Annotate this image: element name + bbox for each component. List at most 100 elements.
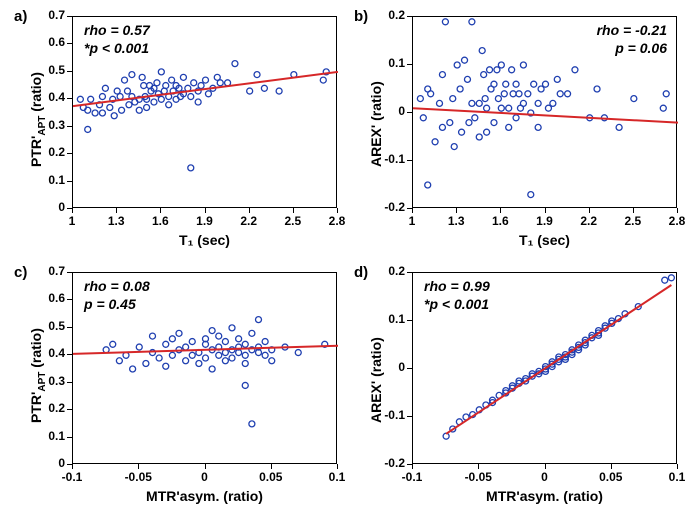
- data-point: [484, 105, 490, 111]
- x-tick: [677, 464, 678, 469]
- data-point: [189, 339, 195, 345]
- data-point: [425, 182, 431, 188]
- data-point: [126, 102, 132, 108]
- data-point: [158, 96, 164, 102]
- data-point: [464, 76, 470, 82]
- y-tick-label: 0.1: [388, 56, 405, 70]
- y-tick-label: 0.1: [388, 312, 405, 326]
- x-tick: [249, 208, 250, 213]
- x-axis-label: MTR'asym. (ratio): [145, 488, 265, 504]
- data-point: [447, 120, 453, 126]
- panel-c: -0.1-0.0500.050.100.10.20.30.40.50.60.7M…: [12, 262, 347, 512]
- data-point: [481, 72, 487, 78]
- data-point: [469, 100, 475, 106]
- y-axis-label: AREX' (ratio): [368, 81, 384, 167]
- y-tick: [407, 368, 412, 369]
- y-tick: [67, 181, 72, 182]
- data-point: [554, 76, 560, 82]
- panel-letter: c): [14, 264, 27, 281]
- data-point: [320, 77, 326, 83]
- x-tick: [160, 208, 161, 213]
- data-point: [229, 355, 235, 361]
- data-point: [498, 62, 504, 68]
- x-tick-label: 1.3: [441, 214, 471, 228]
- x-tick-label: 2.2: [234, 214, 264, 228]
- y-tick: [67, 71, 72, 72]
- data-point: [183, 344, 189, 350]
- data-point: [466, 120, 472, 126]
- y-tick-label: 0.3: [48, 118, 65, 132]
- data-point: [150, 333, 156, 339]
- x-tick: [205, 208, 206, 213]
- data-point: [141, 83, 147, 89]
- stat-rho: rho = 0.08: [84, 278, 150, 294]
- data-point: [525, 91, 531, 97]
- data-point: [144, 105, 150, 111]
- y-tick-label: 0: [58, 200, 65, 214]
- data-point: [451, 144, 457, 150]
- y-tick: [407, 160, 412, 161]
- data-point: [450, 96, 456, 102]
- y-tick-label: 0: [398, 360, 405, 374]
- data-point: [99, 94, 105, 100]
- x-tick-label: -0.1: [397, 470, 427, 484]
- x-tick: [205, 464, 206, 469]
- y-tick: [67, 272, 72, 273]
- y-tick-label: 0.6: [48, 35, 65, 49]
- y-tick-label: 0.4: [48, 90, 65, 104]
- panel-letter: b): [354, 8, 368, 25]
- x-tick-label: 1: [57, 214, 87, 228]
- y-tick-label: -0.1: [384, 408, 405, 422]
- data-point: [479, 48, 485, 54]
- data-point: [506, 124, 512, 130]
- data-point: [660, 105, 666, 111]
- data-point: [668, 275, 674, 281]
- data-point: [543, 81, 549, 87]
- stat-p: p = 0.06: [615, 40, 667, 56]
- x-tick: [545, 208, 546, 213]
- data-point: [550, 100, 556, 106]
- data-point: [217, 80, 223, 86]
- data-point: [169, 336, 175, 342]
- y-tick-label: -0.1: [384, 152, 405, 166]
- x-tick: [138, 464, 139, 469]
- x-tick-label: 2.5: [618, 214, 648, 228]
- panel-d: -0.1-0.0500.050.1-0.2-0.100.10.2MTR'asym…: [352, 262, 687, 512]
- data-point: [482, 96, 488, 102]
- panel-a: 11.31.61.92.22.52.800.10.20.30.40.50.60.…: [12, 6, 347, 256]
- x-axis-label: MTR'asym. (ratio): [485, 488, 605, 504]
- data-point: [136, 107, 142, 113]
- data-point: [139, 74, 145, 80]
- y-tick: [67, 327, 72, 328]
- data-point: [232, 61, 238, 67]
- data-point: [188, 94, 194, 100]
- stat-annotation: rho = 0.99*p < 0.001: [424, 278, 490, 313]
- data-point: [188, 165, 194, 171]
- data-point: [663, 91, 669, 97]
- data-point: [249, 330, 255, 336]
- data-point: [191, 80, 197, 86]
- y-tick: [407, 416, 412, 417]
- figure-root: 11.31.61.92.22.52.800.10.20.30.40.50.60.…: [0, 0, 691, 518]
- x-tick-label: 2.2: [574, 214, 604, 228]
- data-point: [472, 115, 478, 121]
- data-point: [454, 62, 460, 68]
- data-point: [491, 81, 497, 87]
- data-point: [256, 317, 262, 323]
- y-axis-label: PTR'APT (ratio): [28, 72, 48, 167]
- data-point: [469, 19, 475, 25]
- stat-p: p = 0.45: [84, 296, 136, 312]
- y-tick: [67, 153, 72, 154]
- x-tick: [677, 208, 678, 213]
- data-point: [442, 19, 448, 25]
- data-point: [565, 91, 571, 97]
- x-tick-label: 1: [397, 214, 427, 228]
- data-point: [196, 361, 202, 367]
- y-tick: [67, 382, 72, 383]
- panel-letter: a): [14, 8, 27, 25]
- y-tick: [407, 320, 412, 321]
- data-point: [520, 62, 526, 68]
- data-point: [247, 88, 253, 94]
- y-tick-label: 0.1: [48, 429, 65, 443]
- data-point: [169, 77, 175, 83]
